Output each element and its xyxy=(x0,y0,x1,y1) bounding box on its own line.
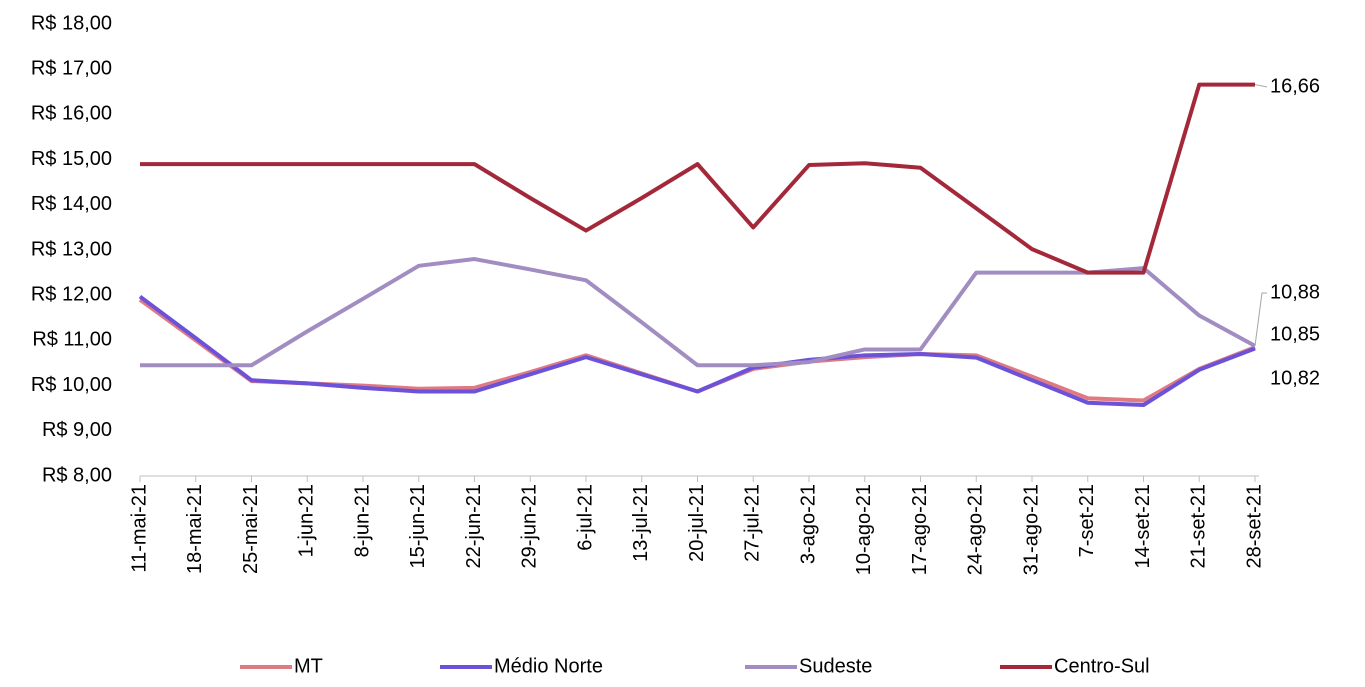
x-tick-label: 29-jun-21 xyxy=(519,484,541,569)
x-tick-label: 3-ago-21 xyxy=(797,484,819,564)
leader-line xyxy=(1254,84,1268,88)
x-tick-label: 1-jun-21 xyxy=(296,484,318,557)
x-tick-label: 24-ago-21 xyxy=(965,484,987,575)
x-tick-label: 18-mai-21 xyxy=(184,484,206,574)
x-tick-label: 17-ago-21 xyxy=(909,484,931,575)
leader-line xyxy=(1254,292,1267,346)
x-tick-label: 20-jul-21 xyxy=(686,484,708,562)
y-tick-label: R$ 15,00 xyxy=(31,148,112,170)
y-tick-label: R$ 17,00 xyxy=(31,57,112,79)
legend-label: Centro-Sul xyxy=(1054,655,1150,677)
x-tick-label: 28-set-21 xyxy=(1243,484,1265,569)
legend-label: MT xyxy=(294,655,323,677)
x-tick-label: 13-jul-21 xyxy=(630,484,652,562)
x-tick-label: 14-set-21 xyxy=(1132,484,1154,569)
x-tick-label: 25-mai-21 xyxy=(240,484,262,574)
legend-label: Médio Norte xyxy=(494,655,603,677)
series-line xyxy=(140,82,1255,275)
data-label: 10,88 xyxy=(1270,281,1320,303)
x-tick-label: 8-jun-21 xyxy=(351,484,373,557)
y-tick-label: R$ 9,00 xyxy=(42,419,112,441)
x-tick-label: 31-ago-21 xyxy=(1020,484,1042,575)
y-tick-label: R$ 16,00 xyxy=(31,103,112,125)
x-tick-label: 15-jun-21 xyxy=(407,484,429,569)
x-tick-label: 6-jul-21 xyxy=(574,484,596,551)
x-tick-label: 27-jul-21 xyxy=(742,484,764,562)
x-tick-label: 10-ago-21 xyxy=(853,484,875,575)
data-label: 16,66 xyxy=(1270,75,1320,97)
x-tick-label: 7-set-21 xyxy=(1076,484,1098,557)
series-line xyxy=(138,298,1256,403)
data-label: 10,85 xyxy=(1270,323,1320,345)
data-label: 10,82 xyxy=(1270,367,1320,389)
y-tick-label: R$ 14,00 xyxy=(31,193,112,215)
y-tick-label: R$ 18,00 xyxy=(31,12,112,34)
y-tick-label: R$ 11,00 xyxy=(32,329,112,351)
y-tick-label: R$ 13,00 xyxy=(31,238,112,260)
y-tick-label: R$ 8,00 xyxy=(42,464,112,486)
x-tick-label: 21-set-21 xyxy=(1188,484,1210,569)
legend-label: Sudeste xyxy=(799,655,872,677)
series-line xyxy=(140,257,1256,368)
y-tick-label: R$ 10,00 xyxy=(31,374,112,396)
series-line xyxy=(138,294,1256,408)
y-tick-label: R$ 12,00 xyxy=(31,283,112,305)
x-tick-label: 22-jun-21 xyxy=(463,484,485,569)
x-tick-label: 11-mai-21 xyxy=(128,484,150,573)
